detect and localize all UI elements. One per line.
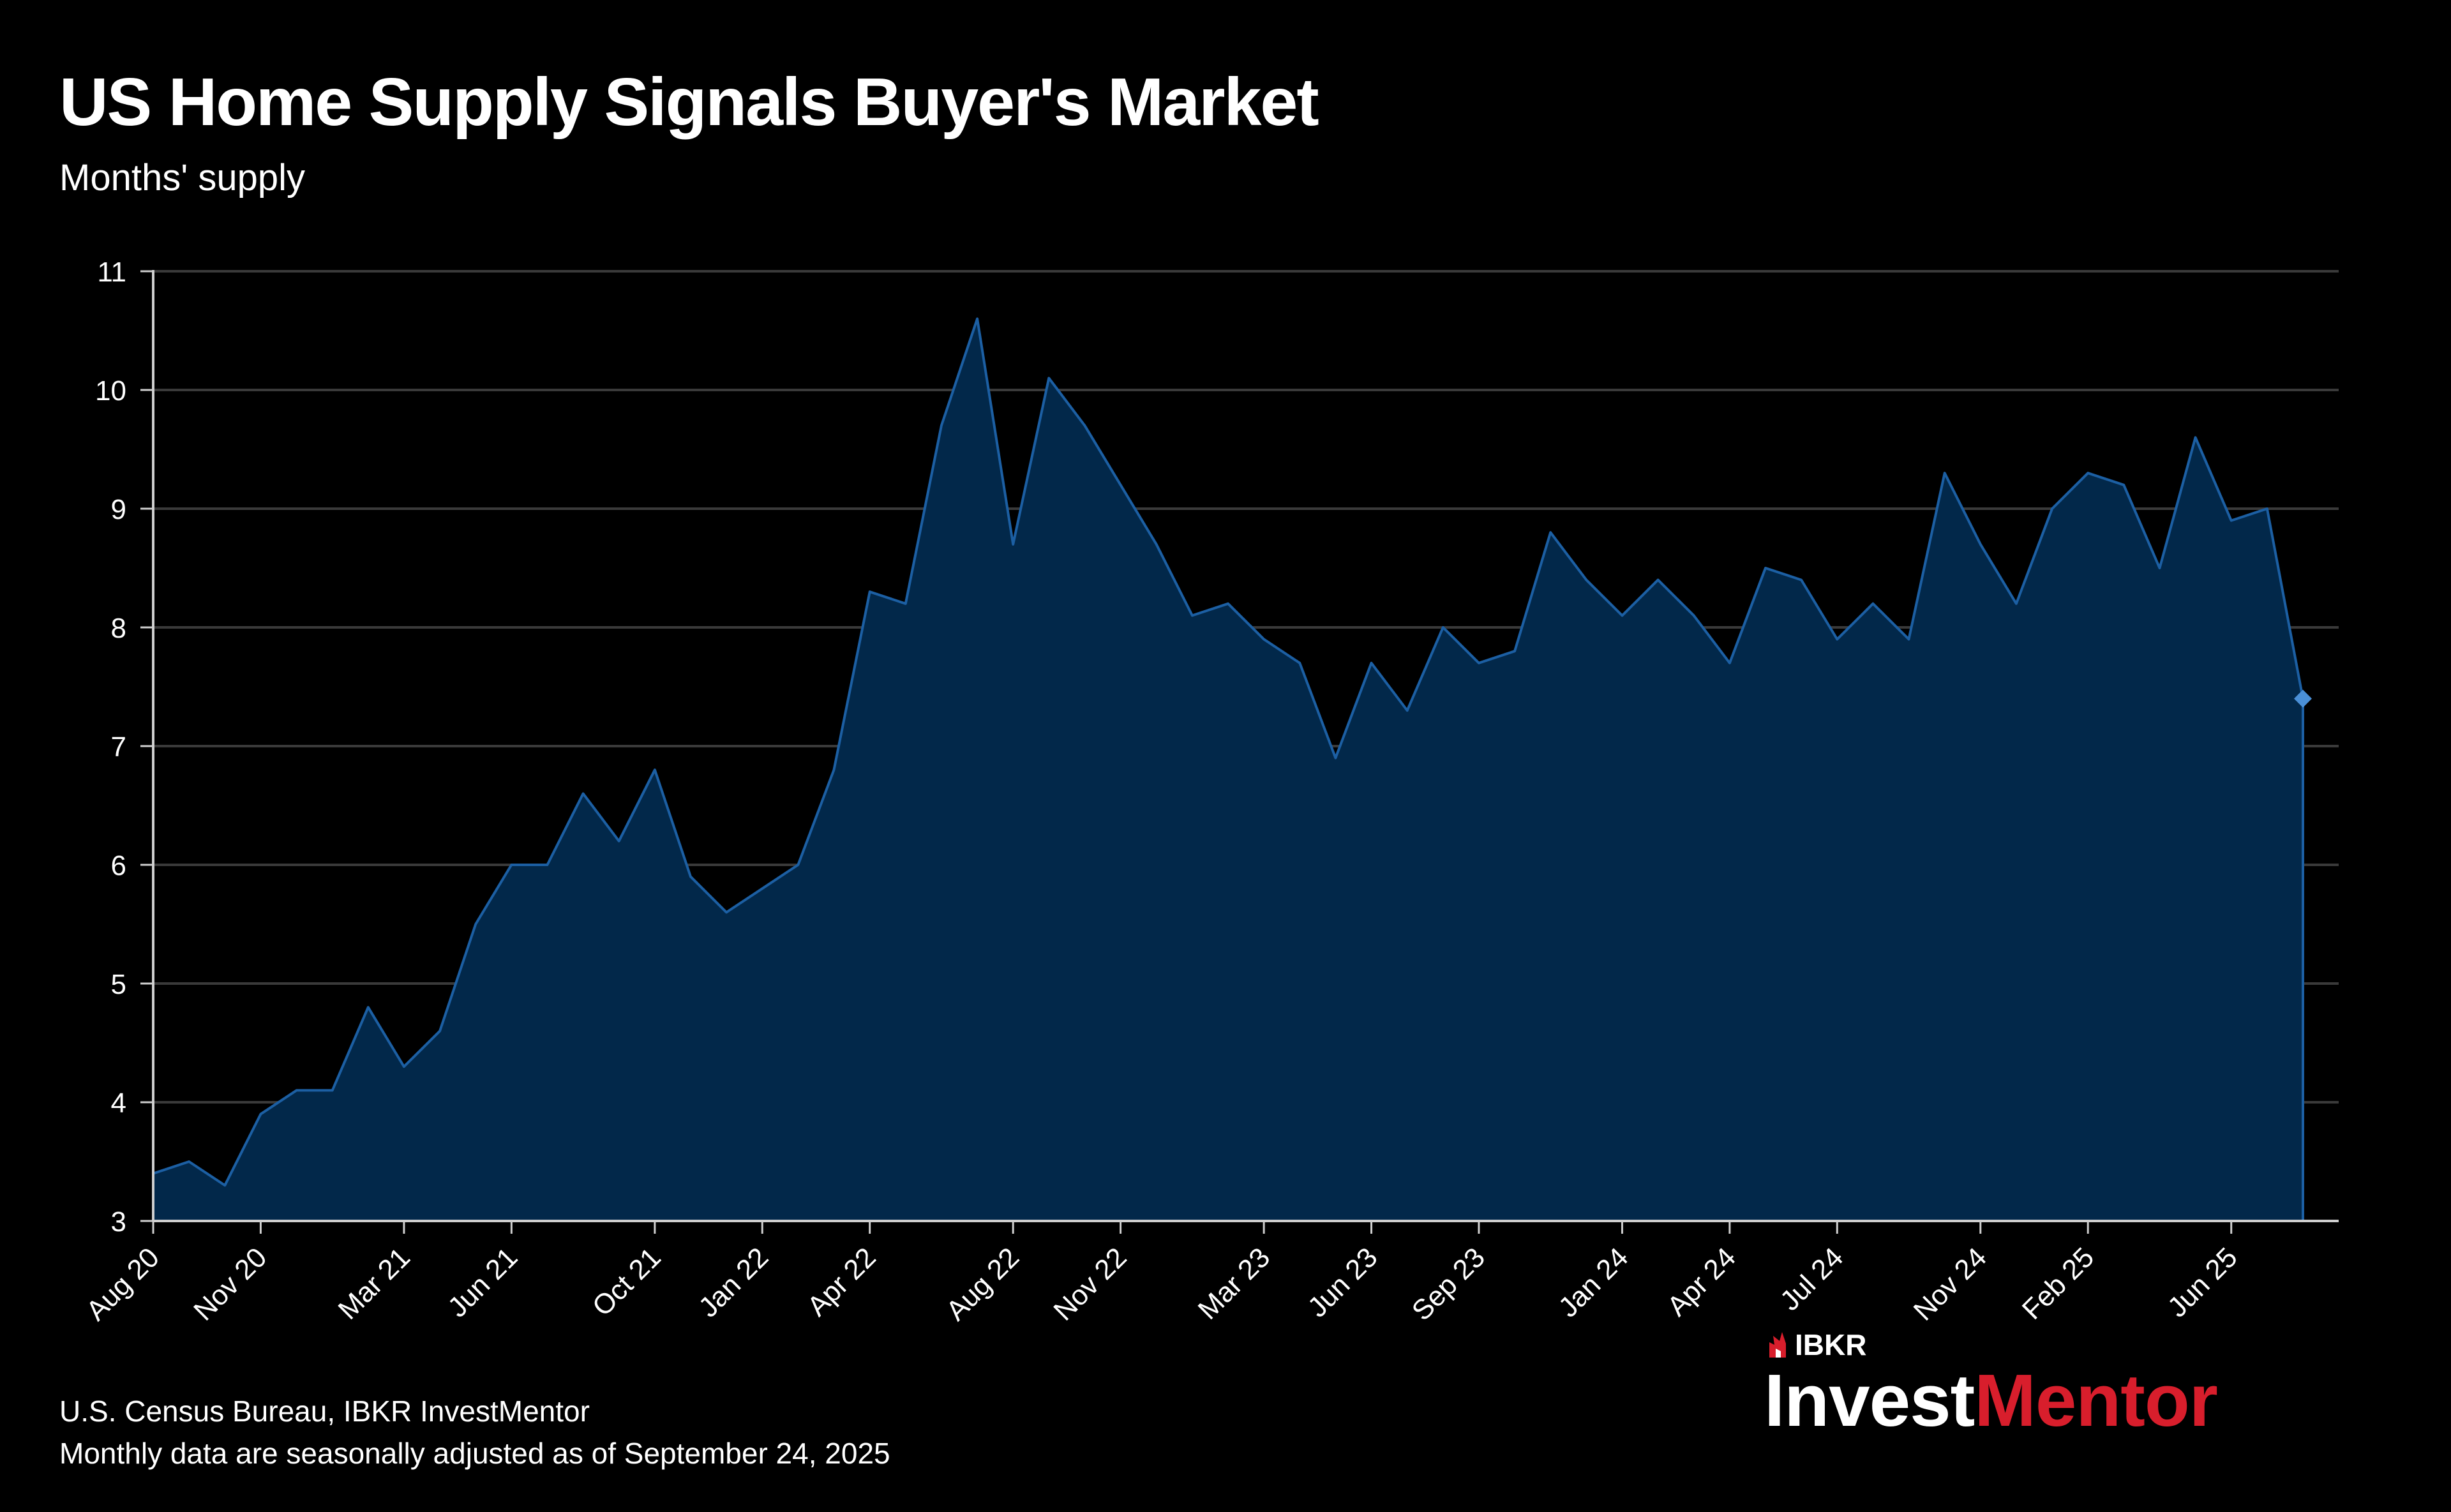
y-tick-label: 10 [95,375,126,407]
x-tick-label: Apr 24 [1661,1241,1742,1322]
investmentor-wordmark: InvestMentor [1764,1359,2218,1442]
x-tick-label: Jun 21 [442,1241,523,1323]
y-tick-label: 6 [111,850,126,881]
adjustment-note: Monthly data are seasonally adjusted as … [59,1437,890,1470]
wordmark-mentor: Mentor [1974,1359,2218,1442]
x-tick-label: Sep 23 [1406,1241,1491,1326]
x-tick-label: Jan 22 [693,1241,774,1323]
ibkr-flame-icon [1769,1332,1786,1358]
investmentor-logo: IBKR InvestMentor [1764,1328,2218,1442]
x-tick-label: Apr 22 [801,1241,881,1322]
y-axis-ticks: 3 4 5 6 7 8 9 10 11 [95,257,153,1238]
chart-title: US Home Supply Signals Buyer's Market [59,64,1319,140]
x-tick-label: Oct 21 [587,1241,667,1322]
x-tick-label: Aug 20 [80,1241,165,1326]
ibkr-label: IBKR [1795,1328,1867,1361]
y-tick-label: 11 [97,257,126,288]
y-tick-label: 4 [111,1088,126,1119]
y-tick-label: 5 [111,969,126,1000]
x-tick-label: Nov 24 [1908,1241,1993,1326]
chart-subtitle: Months' supply [59,157,306,198]
x-tick-label: Nov 22 [1047,1241,1132,1326]
y-tick-label: 3 [111,1206,126,1238]
y-tick-label: 7 [111,731,126,763]
wordmark-invest: Invest [1764,1359,1975,1442]
x-tick-label: Jul 24 [1774,1241,1850,1317]
x-tick-label: Jan 24 [1552,1241,1634,1323]
x-tick-label: Jun 23 [1302,1241,1384,1323]
y-tick-label: 9 [111,494,126,525]
source-line: U.S. Census Bureau, IBKR InvestMentor [59,1395,590,1428]
x-tick-label: Aug 22 [940,1241,1025,1326]
x-tick-label: Feb 25 [2016,1241,2101,1326]
x-tick-label: Mar 23 [1192,1241,1276,1325]
x-tick-label: Nov 20 [188,1241,273,1326]
y-tick-label: 8 [111,613,126,644]
last-value-marker [2294,689,2312,708]
series-line [153,317,2304,1221]
x-axis-ticks: Aug 20 Nov 20 Mar 21 Jun 21 Oct 21 Jan 22 Apr … [80,1221,2244,1327]
data-points [153,318,2312,1186]
series-area [153,318,2303,1221]
x-tick-label: Jun 25 [2162,1241,2244,1323]
x-tick-label: Mar 21 [333,1241,416,1325]
source-note: U.S. Census Bureau, IBKR InvestMentor Mo… [59,1390,890,1474]
